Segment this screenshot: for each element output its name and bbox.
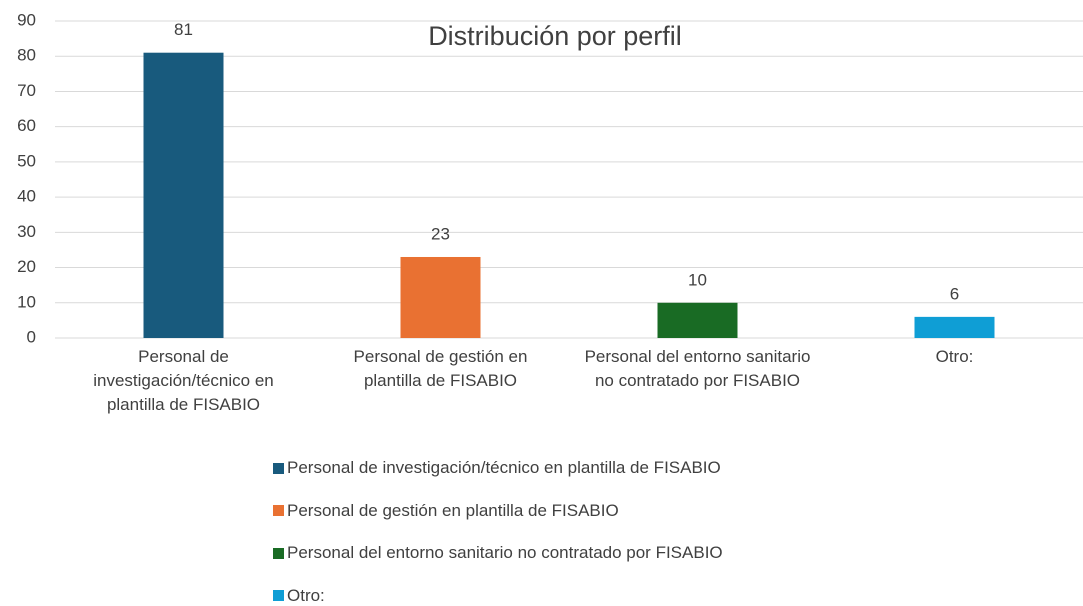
bar	[400, 256, 481, 338]
data-label: 10	[688, 270, 707, 289]
legend-item: Personal de gestión en plantilla de FISA…	[273, 501, 619, 521]
data-label: 6	[950, 284, 959, 303]
y-tick-label: 10	[17, 292, 36, 311]
legend-item: Otro:	[273, 586, 325, 606]
bar	[143, 52, 224, 338]
x-tick-label: Otro:	[935, 347, 974, 366]
legend-item: Personal del entorno sanitario no contra…	[273, 543, 723, 563]
legend-item: Personal de investigación/técnico en pla…	[273, 458, 721, 478]
bar	[657, 302, 738, 338]
y-tick-label: 80	[17, 46, 36, 65]
legend-swatch	[273, 505, 284, 516]
x-tick-label: Personal de gestión en plantilla de FISA…	[353, 347, 528, 390]
data-label: 23	[431, 224, 450, 243]
legend-swatch	[273, 547, 284, 559]
legend-label: Otro:	[287, 585, 325, 605]
legend-swatch	[273, 590, 284, 601]
x-tick-label: Personal de investigación/técnico en pla…	[93, 347, 274, 414]
legend-label: Personal de investigación/técnico en pla…	[287, 458, 721, 477]
y-tick-label: 90	[17, 10, 36, 29]
legend-label: Personal del entorno sanitario no contra…	[287, 543, 723, 562]
y-tick-label: 0	[27, 327, 36, 346]
y-tick-label: 60	[17, 116, 36, 135]
chart-title: Distribución por perfil	[428, 21, 682, 51]
y-tick-label: 20	[17, 257, 36, 276]
y-tick-label: 40	[17, 187, 36, 206]
data-label: 81	[174, 20, 193, 39]
legend-label: Personal de gestión en plantilla de FISA…	[287, 500, 619, 520]
y-tick-label: 70	[17, 81, 36, 100]
legend-swatch	[273, 462, 284, 474]
x-tick-label: Personal del entorno sanitario no contra…	[584, 347, 811, 390]
bar	[914, 316, 995, 338]
y-tick-label: 30	[17, 222, 36, 241]
y-tick-label: 50	[17, 151, 36, 170]
